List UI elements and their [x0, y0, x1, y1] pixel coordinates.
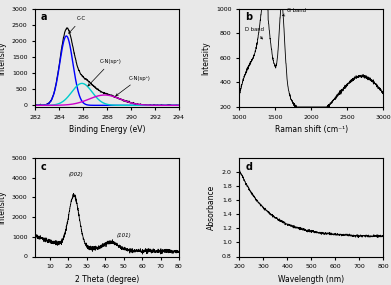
Text: b: b: [245, 13, 252, 23]
Text: a: a: [41, 13, 47, 23]
Text: c: c: [41, 162, 47, 172]
Text: C-C: C-C: [69, 17, 86, 33]
Y-axis label: Intensity: Intensity: [0, 41, 6, 75]
Text: d: d: [245, 162, 252, 172]
Y-axis label: Absorbance: Absorbance: [207, 185, 216, 230]
Text: (101): (101): [116, 233, 131, 238]
X-axis label: Binding Energy (eV): Binding Energy (eV): [69, 125, 145, 134]
Text: G band: G band: [283, 8, 306, 16]
Y-axis label: Intensity: Intensity: [0, 190, 6, 224]
X-axis label: Wavelength (nm): Wavelength (nm): [278, 275, 344, 284]
Text: D band: D band: [245, 27, 264, 39]
Text: (002): (002): [68, 172, 83, 177]
X-axis label: 2 Theta (degree): 2 Theta (degree): [75, 275, 139, 284]
Y-axis label: Intensity: Intensity: [202, 41, 211, 75]
Text: C-N(sp³): C-N(sp³): [116, 76, 151, 96]
X-axis label: Raman shift (cm⁻¹): Raman shift (cm⁻¹): [275, 125, 348, 134]
Text: C-N(sp²): C-N(sp²): [88, 59, 122, 86]
